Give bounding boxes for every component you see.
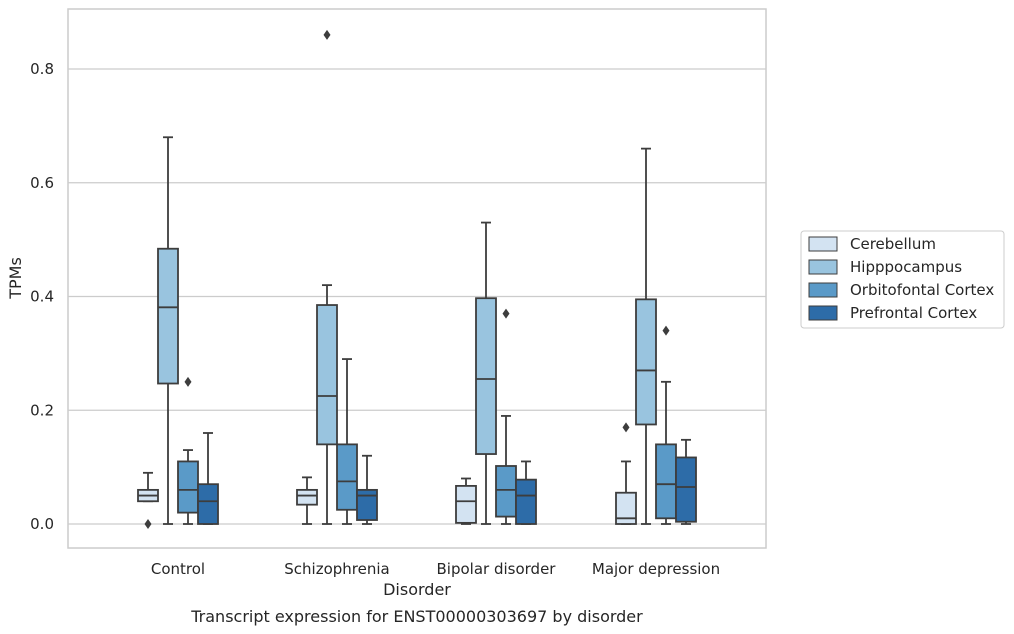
series-prefrontal-cortex	[197, 432, 697, 525]
y-tick-label: 0.8	[30, 60, 54, 78]
box-iqr	[515, 478, 537, 525]
series-hipppocampus	[157, 29, 657, 525]
legend-item: Prefrontal Cortex	[808, 304, 977, 322]
y-axis-label: TPMs	[6, 257, 25, 300]
y-tick-label: 0.4	[30, 288, 54, 306]
box-element	[197, 432, 219, 525]
flier-point	[144, 519, 152, 529]
box-element	[356, 454, 378, 525]
box-element	[336, 358, 358, 525]
legend-swatch	[808, 236, 838, 252]
box-iqr	[336, 443, 358, 511]
flier-point	[502, 308, 510, 319]
legend-items: Cerebellum Hipppocampus Orbitofontal Corte…	[808, 235, 994, 322]
box-element	[296, 476, 318, 525]
box-element	[655, 325, 677, 525]
box-element	[177, 376, 199, 525]
box-iqr	[455, 484, 477, 524]
box-iqr	[615, 491, 637, 525]
box-iqr	[197, 483, 219, 525]
box-iqr	[356, 488, 378, 521]
box-iqr	[316, 304, 338, 446]
box-iqr	[675, 456, 697, 523]
x-tick-labels: Control Schizophrenia Bipolar disorder Majo…	[151, 560, 720, 578]
legend-label: Prefrontal Cortex	[850, 304, 977, 322]
y-tick-label: 0.6	[30, 174, 54, 192]
x-tick-label: Control	[151, 560, 205, 578]
legend-label: Hipppocampus	[850, 258, 962, 276]
flier-point	[184, 376, 192, 387]
box-element	[137, 471, 159, 529]
legend-item: Hipppocampus	[808, 258, 962, 276]
x-tick-label: Bipolar disorder	[437, 560, 557, 578]
legend: Cerebellum Hipppocampus Orbitofontal Corte…	[800, 230, 1005, 329]
flier-point	[662, 325, 670, 336]
box-iqr	[635, 298, 657, 426]
box-series-layer	[137, 29, 697, 529]
legend-item: Cerebellum	[808, 235, 936, 253]
legend-label: Orbitofontal Cortex	[850, 281, 994, 299]
y-tick-label: 0.0	[30, 515, 54, 533]
legend-swatch	[808, 259, 838, 275]
box-element	[316, 29, 338, 525]
box-element	[635, 147, 657, 525]
box-iqr	[296, 488, 318, 506]
box-element	[615, 422, 637, 525]
series-orbitofontal-cortex	[177, 308, 677, 525]
box-element	[455, 477, 477, 525]
box-iqr	[495, 465, 517, 518]
box-element	[515, 460, 537, 525]
plot-frame	[67, 8, 767, 549]
x-axis-label: Disorder	[383, 580, 451, 599]
box-element	[495, 308, 517, 525]
legend-label: Cerebellum	[850, 235, 936, 253]
flier-point	[622, 422, 630, 433]
legend-item: Orbitofontal Cortex	[808, 281, 994, 299]
legend-swatch	[808, 305, 838, 321]
y-tick-label: 0.2	[30, 401, 54, 419]
box-element	[675, 438, 697, 525]
box-iqr	[177, 460, 199, 514]
legend-swatch	[808, 282, 838, 298]
flier-point	[323, 29, 331, 40]
box-iqr	[655, 443, 677, 520]
chart-caption: Transcript expression for ENST0000030369…	[190, 607, 643, 626]
x-tick-label: Major depression	[592, 560, 720, 578]
y-tick-labels: 0.0 0.2 0.4 0.6 0.8	[30, 60, 54, 533]
x-tick-label: Schizophrenia	[284, 560, 389, 578]
box-iqr	[157, 247, 179, 385]
box-element	[157, 136, 179, 525]
box-element	[475, 221, 497, 525]
legend-frame	[800, 230, 1005, 329]
box-iqr	[475, 297, 497, 455]
series-cerebellum	[137, 422, 637, 529]
